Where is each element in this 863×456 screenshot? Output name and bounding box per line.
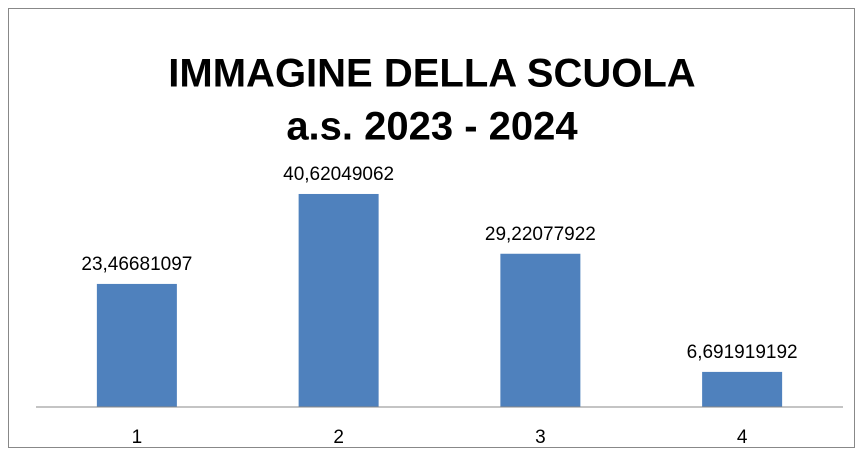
bar — [96, 283, 177, 407]
x-tick-label: 3 — [535, 427, 546, 448]
bar — [500, 253, 581, 407]
x-tick-label: 2 — [333, 427, 344, 448]
x-tick-label: 4 — [737, 427, 748, 448]
data-label: 40,62049062 — [283, 164, 394, 185]
data-label: 6,691919192 — [687, 342, 798, 363]
x-tick-label: 1 — [132, 427, 143, 448]
bar — [702, 371, 783, 407]
chart-title: IMMAGINE DELLA SCUOLA — [168, 52, 695, 96]
chart-subtitle: a.s. 2023 - 2024 — [286, 105, 578, 149]
bar — [298, 193, 379, 407]
data-label: 23,46681097 — [81, 254, 192, 275]
data-label: 29,22077922 — [485, 224, 596, 245]
